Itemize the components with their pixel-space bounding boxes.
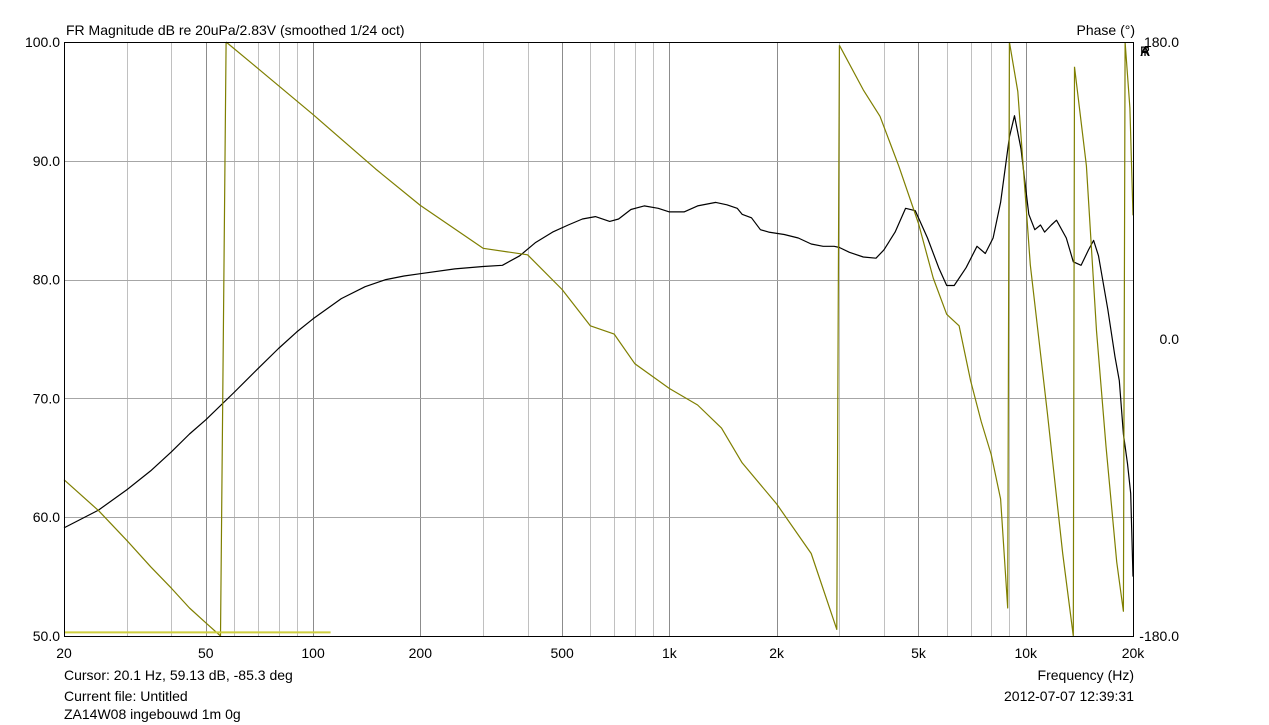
measurement-description: ZA14W08 ingebouwd 1m 0g [64, 706, 241, 722]
arta-letter: A [1140, 43, 1150, 59]
y-tick-label: 80.0 [33, 272, 60, 288]
y-tick-label: 50.0 [33, 628, 60, 644]
x-tick-label: 5k [911, 645, 927, 661]
y-tick-label: 60.0 [33, 509, 60, 525]
magnitude-curve [63, 115, 1134, 577]
y-tick-label: 90.0 [33, 153, 60, 169]
phase-tick-label: 180.0 [1144, 34, 1179, 50]
phase-curve [63, 41, 1134, 637]
phase-tick-label: 0.0 [1160, 331, 1180, 347]
x-tick-label: 50 [198, 645, 214, 661]
x-tick-label: 20k [1122, 645, 1146, 661]
arta-letter: R [1139, 43, 1151, 59]
phase-axis-title: Phase (°) [1076, 22, 1135, 38]
plot-frame [64, 42, 1134, 637]
x-tick-label: 10k [1014, 645, 1038, 661]
series-layer [63, 41, 1134, 637]
x-tick-label: 1k [662, 645, 678, 661]
y-tick-label: 100.0 [25, 34, 60, 50]
grid-lines [64, 42, 1133, 637]
cursor-readout: Cursor: 20.1 Hz, 59.13 dB, -85.3 deg [64, 667, 293, 683]
chart-title: FR Magnitude dB re 20uPa/2.83V (smoothed… [66, 22, 405, 38]
arta-letter: A [1140, 43, 1150, 59]
tick-labels: 20 50 100 200 500 1k 2k 5k 10k 20k 50.0 60.0 70.0 80.… [25, 34, 1179, 661]
x-tick-label: 100 [301, 645, 325, 661]
x-tick-label: 500 [550, 645, 574, 661]
x-tick-label: 200 [409, 645, 433, 661]
x-axis-label: Frequency (Hz) [1037, 667, 1134, 683]
arta-letter: T [1140, 43, 1150, 59]
x-tick-label: 2k [769, 645, 785, 661]
x-tick-label: 20 [56, 645, 72, 661]
y-tick-label: 70.0 [33, 390, 60, 406]
timestamp: 2012-07-07 12:39:31 [1004, 688, 1134, 704]
phase-tick-label: -180.0 [1139, 628, 1179, 644]
current-file: Current file: Untitled [64, 688, 188, 704]
